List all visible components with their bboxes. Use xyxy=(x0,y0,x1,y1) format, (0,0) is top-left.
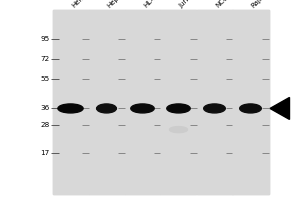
Ellipse shape xyxy=(131,104,154,113)
Text: 55: 55 xyxy=(40,76,50,82)
Text: Jurkat: Jurkat xyxy=(178,0,197,9)
Text: 95: 95 xyxy=(40,36,50,42)
Text: Raji: Raji xyxy=(250,0,264,9)
Text: HL-60: HL-60 xyxy=(142,0,161,9)
Bar xyxy=(52,10,268,194)
Text: HepG2: HepG2 xyxy=(106,0,128,9)
Text: 72: 72 xyxy=(40,56,50,62)
Bar xyxy=(52,10,88,194)
Bar xyxy=(88,10,124,194)
Bar xyxy=(196,10,232,194)
Ellipse shape xyxy=(58,104,83,113)
Text: 28: 28 xyxy=(40,122,50,128)
Ellipse shape xyxy=(204,104,225,113)
Text: 36: 36 xyxy=(40,105,50,111)
Text: Hela: Hela xyxy=(70,0,86,9)
Text: NCCIT: NCCIT xyxy=(214,0,234,9)
Bar xyxy=(160,10,196,194)
Text: 17: 17 xyxy=(40,150,50,156)
Ellipse shape xyxy=(169,127,188,133)
Ellipse shape xyxy=(97,104,116,113)
Ellipse shape xyxy=(240,104,261,113)
Polygon shape xyxy=(270,97,290,119)
Ellipse shape xyxy=(167,104,190,113)
Bar xyxy=(232,10,268,194)
Bar xyxy=(124,10,160,194)
